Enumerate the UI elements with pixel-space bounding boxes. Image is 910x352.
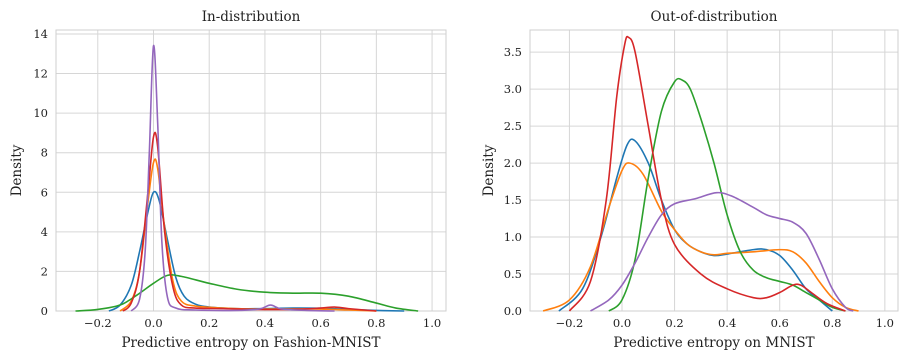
density-curve-3: [122, 131, 377, 312]
density-curve-4: [130, 45, 335, 312]
x-tick-label: 0.2: [665, 316, 683, 330]
x-tick-label: 1.0: [423, 316, 441, 330]
x-tick-label: −0.2: [555, 316, 583, 330]
y-tick-label: 2: [41, 264, 48, 278]
density-curve-2: [75, 274, 419, 312]
in-distribution-panel: −0.2 0.0 0.2 0.4 0.6 0.8 1.0 0 2 4 6 8 10 12 14 In-dist…: [9, 9, 447, 351]
x-tick-label: 0.6: [311, 316, 329, 330]
y-tick-label: 3.0: [504, 82, 522, 96]
density-curve-1: [542, 162, 859, 312]
y-tick-label: 12: [33, 67, 48, 81]
x-tick-label: 0.0: [613, 316, 631, 330]
x-tick-label: 0.6: [771, 316, 789, 330]
x-tick-label: 1.0: [876, 316, 894, 330]
y-tick-label: 0: [41, 304, 48, 318]
density-curve-4: [590, 191, 854, 312]
out-of-distribution-panel: −0.2 0.0 0.2 0.4 0.6 0.8 1.0 0.0 0.5 1.0 1.5 2.0 2.5…: [481, 9, 899, 351]
x-tick-label: 0.2: [200, 316, 218, 330]
y-tick-label: 14: [33, 27, 48, 41]
y-tick-label: 0.5: [504, 267, 522, 281]
y-tick-label: 2.5: [504, 119, 522, 133]
y-tick-label: 6: [41, 185, 48, 199]
x-tick-label: 0.4: [256, 316, 274, 330]
density-curve-1: [119, 158, 377, 312]
x-tick-label: 0.8: [823, 316, 841, 330]
y-tick-label: 2.0: [504, 156, 522, 170]
x-tick-label: −0.2: [84, 316, 112, 330]
y-tick-label: 10: [33, 106, 48, 120]
y-tick-label: 1.5: [504, 193, 522, 207]
density-curve-2: [608, 77, 846, 312]
y-tick-label: 3.5: [504, 45, 522, 59]
plot-frame: [55, 29, 447, 312]
y-tick-label: 0.0: [504, 304, 522, 318]
x-axis-label: Predictive entropy on MNIST: [613, 335, 814, 351]
chart-title: In-distribution: [202, 9, 301, 25]
x-tick-label: 0.4: [718, 316, 736, 330]
y-tick-label: 4: [41, 225, 48, 239]
x-tick-label: 0.8: [367, 316, 385, 330]
y-axis-label: Density: [9, 144, 25, 196]
y-axis-label: Density: [481, 144, 497, 196]
density-curve-3: [568, 35, 846, 312]
chart-title: Out-of-distribution: [651, 9, 778, 25]
plot-frame: [529, 29, 899, 312]
y-tick-label: 1.0: [504, 230, 522, 244]
x-tick-label: 0.0: [144, 316, 162, 330]
x-axis-label: Predictive entropy on Fashion-MNIST: [121, 335, 380, 351]
y-tick-label: 8: [41, 146, 48, 160]
